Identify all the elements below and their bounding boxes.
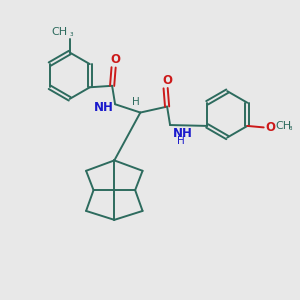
Text: NH: NH — [172, 128, 192, 140]
Text: H: H — [178, 136, 185, 146]
Text: H: H — [132, 97, 140, 107]
Text: ₃: ₃ — [69, 29, 73, 38]
Text: O: O — [266, 121, 275, 134]
Text: O: O — [162, 74, 172, 87]
Text: O: O — [110, 53, 120, 66]
Text: CH: CH — [51, 27, 68, 37]
Text: NH: NH — [94, 101, 114, 114]
Text: ₃: ₃ — [288, 123, 292, 132]
Text: CH: CH — [276, 121, 292, 131]
